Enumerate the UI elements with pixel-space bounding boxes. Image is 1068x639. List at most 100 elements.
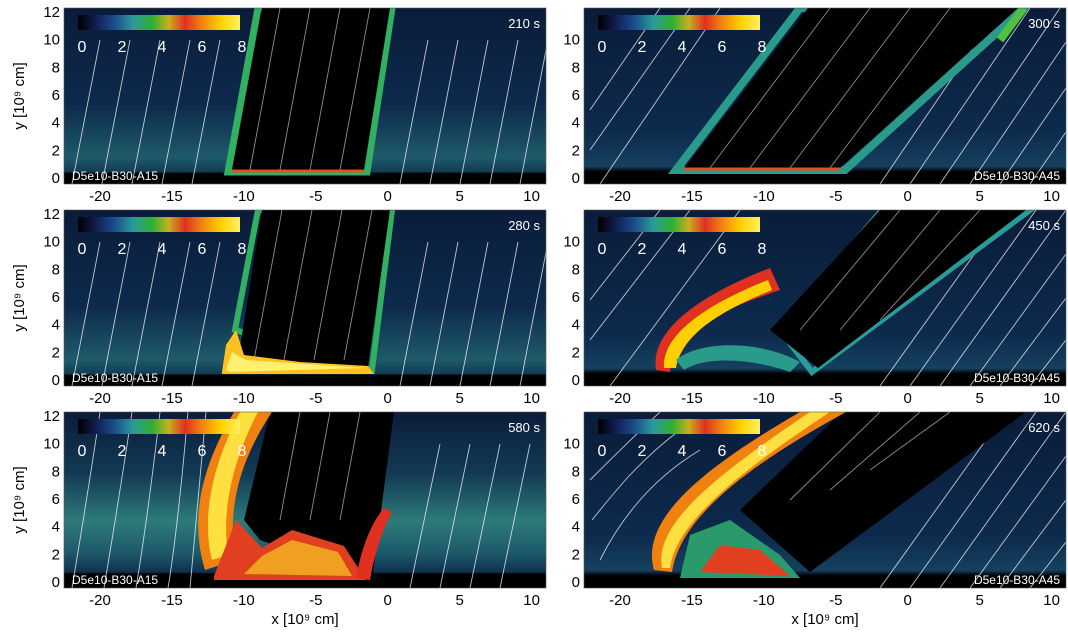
y-tick-label: 6 — [572, 289, 580, 306]
flux-tube — [770, 210, 1026, 368]
x-tick-label: 10 — [523, 592, 540, 609]
colorbar-tick-label: 0 — [78, 443, 87, 460]
colorbar — [598, 419, 760, 434]
x-tick-label: -20 — [89, 188, 111, 205]
x-tick-label: -5 — [829, 188, 842, 205]
time-label: 210 s — [508, 16, 540, 31]
plot-frame — [583, 411, 1067, 589]
y-tick-label: 8 — [52, 261, 60, 278]
colorbar — [598, 15, 760, 30]
field-lines-inside — [253, 210, 373, 361]
y-tick-label: 6 — [52, 87, 60, 104]
colorbar-tick-label: 8 — [238, 241, 247, 258]
y-tick-label: 0 — [52, 170, 60, 187]
overlays: 0 2 4 6 8 210 s D5e10-B30-A15 -20 -15 -10 -5 0 5 10 0 2… — [11, 4, 1060, 628]
panel-210s — [63, 7, 547, 185]
panel-300s — [583, 7, 1067, 185]
x-tick-label: -15 — [161, 390, 183, 407]
y-tick-label: 10 — [43, 32, 60, 49]
y-tick-label: 0 — [572, 574, 580, 591]
x-tick-label: -10 — [753, 592, 775, 609]
x-tick-label: 5 — [975, 592, 983, 609]
erupting-loop-core — [207, 412, 258, 560]
x-tick-label: -15 — [681, 188, 703, 205]
x-tick-label: -5 — [309, 390, 322, 407]
plot-frame — [63, 209, 547, 387]
x-tick-label: -15 — [681, 390, 703, 407]
plot-frame — [63, 7, 547, 185]
y-axis-label: y [10⁹ cm] — [11, 466, 28, 533]
heated-base-hot — [700, 545, 790, 576]
colorbar — [78, 15, 240, 30]
x-tick-label: 10 — [1043, 592, 1060, 609]
x-tick-label: -20 — [609, 592, 631, 609]
x-tick-label: -15 — [161, 592, 183, 609]
y-tick-label: 2 — [572, 546, 580, 563]
colorbar-tick-label: 2 — [638, 39, 647, 56]
colorbar-tick-label: 4 — [158, 443, 167, 460]
y-axis-label: y [10⁹ cm] — [11, 264, 28, 331]
colorbar — [78, 217, 240, 232]
time-label: 620 s — [1028, 420, 1060, 435]
run-label: D5e10-B30-A15 — [72, 573, 158, 587]
y-tick-label: 2 — [572, 142, 580, 159]
flux-tube — [684, 8, 1018, 168]
colorbar-tick-label: 0 — [598, 241, 607, 258]
x-tick-label: -20 — [89, 390, 111, 407]
y-tick-label: 2 — [52, 142, 60, 159]
x-tick-label: -20 — [609, 188, 631, 205]
colorbar-tick-label: 6 — [718, 39, 727, 56]
field-lines — [71, 39, 546, 184]
colorbar-tick-label: 4 — [158, 241, 167, 258]
y-tick-label: 8 — [52, 463, 60, 480]
flux-tube-rim-bright — [996, 8, 1028, 43]
x-tick-label: 0 — [904, 188, 912, 205]
x-tick-label: -5 — [829, 390, 842, 407]
panel-580s — [63, 411, 547, 589]
x-tick-label: -10 — [233, 188, 255, 205]
y-tick-label: 0 — [572, 372, 580, 389]
colorbar-tick-label: 0 — [78, 39, 87, 56]
field-lines-inside — [709, 8, 951, 169]
panel-450s — [583, 209, 1067, 387]
run-label: D5e10-B30-A15 — [72, 169, 158, 183]
time-label: 300 s — [1028, 16, 1060, 31]
x-tick-label: 0 — [904, 592, 912, 609]
x-tick-label: 0 — [384, 188, 392, 205]
flux-tube — [740, 412, 1026, 572]
flux-tube — [232, 8, 390, 170]
y-tick-label: 4 — [572, 317, 580, 334]
y-tick-label: 6 — [52, 491, 60, 508]
x-tick-label: -15 — [681, 592, 703, 609]
x-tick-label: 5 — [455, 188, 463, 205]
y-tick-label: 10 — [563, 234, 580, 251]
colorbar-tick-label: 4 — [678, 241, 687, 258]
x-tick-label: 5 — [455, 592, 463, 609]
colorbar-tick-label: 6 — [718, 241, 727, 258]
colorbar-tick-label: 4 — [678, 39, 687, 56]
right-jet — [356, 508, 392, 580]
field-lines — [589, 8, 1066, 184]
y-axis-label: y [10⁹ cm] — [11, 62, 28, 129]
y-tick-label: 4 — [52, 519, 60, 536]
colorbar-tick-label: 8 — [758, 241, 767, 258]
panel-280s — [63, 209, 547, 387]
y-tick-label: 4 — [572, 519, 580, 536]
colorbar-tick-label: 0 — [598, 39, 607, 56]
y-tick-label: 0 — [572, 170, 580, 187]
x-tick-label: 5 — [975, 188, 983, 205]
colorbar-tick-label: 8 — [758, 39, 767, 56]
y-tick-label: 2 — [572, 344, 580, 361]
colorbar-tick-label: 4 — [158, 39, 167, 56]
x-tick-label: -10 — [753, 188, 775, 205]
x-tick-label: 5 — [455, 390, 463, 407]
y-tick-label: 0 — [52, 574, 60, 591]
plot-frame — [583, 7, 1067, 185]
y-tick-label: 6 — [572, 87, 580, 104]
colorbar-tick-label: 6 — [718, 443, 727, 460]
colorbar-tick-label: 6 — [198, 39, 207, 56]
x-tick-label: 10 — [523, 188, 540, 205]
x-tick-label: 5 — [975, 390, 983, 407]
colorbar-tick-label: 2 — [118, 39, 127, 56]
